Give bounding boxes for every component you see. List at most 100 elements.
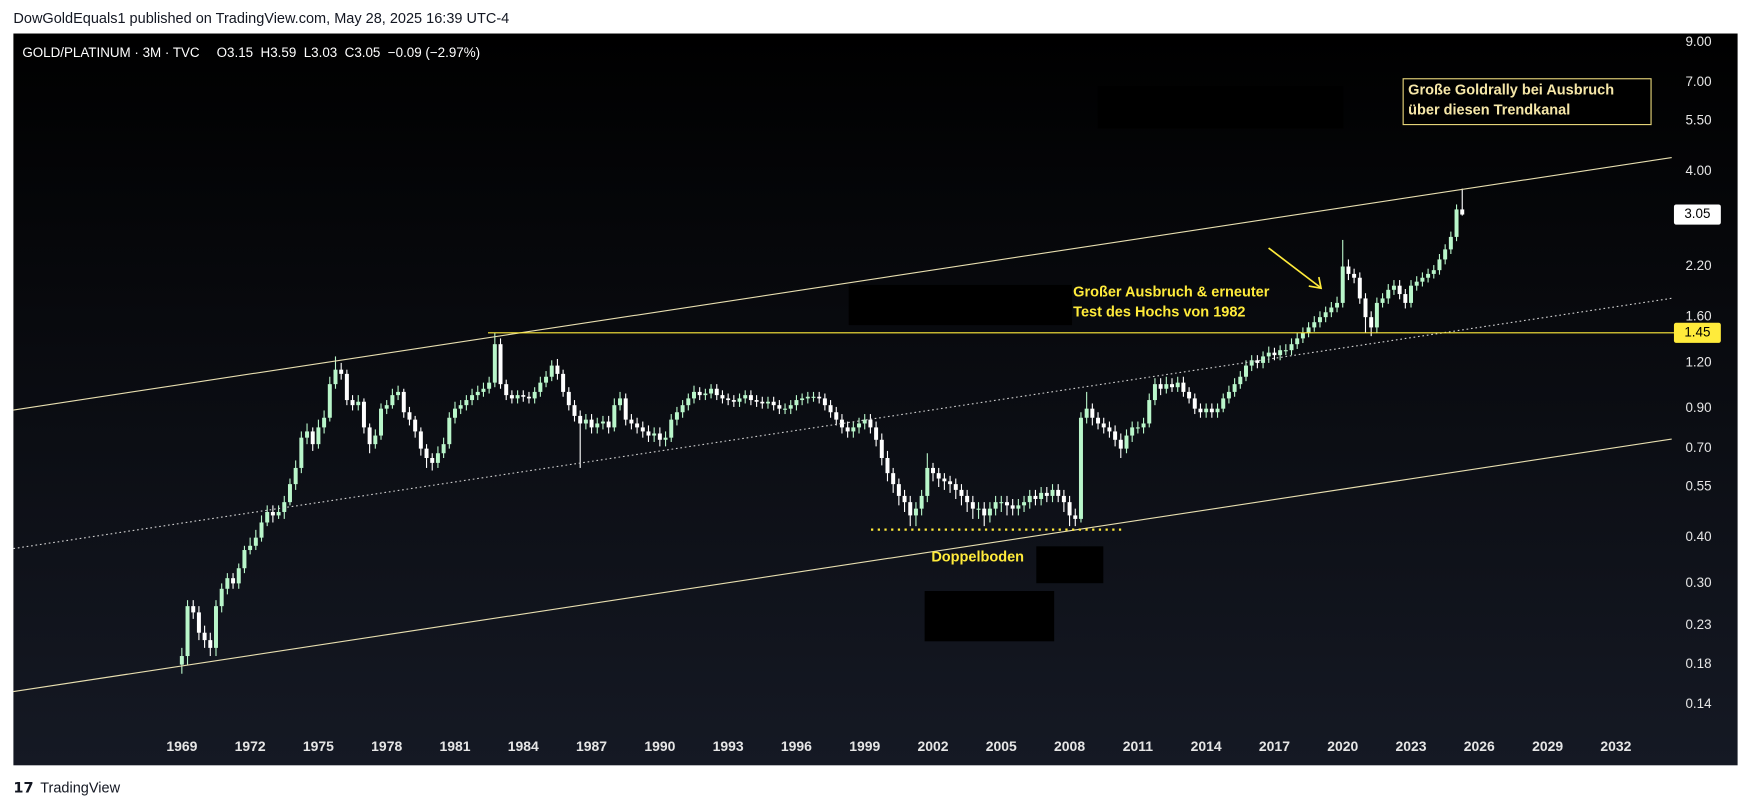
candle-body xyxy=(441,444,446,454)
candle-body xyxy=(1170,384,1175,388)
candle-body xyxy=(487,382,492,389)
candle-body xyxy=(1448,236,1453,250)
candle-body xyxy=(265,511,270,523)
y-tick-label: 0.90 xyxy=(1685,400,1711,415)
y-tick-label: 9.00 xyxy=(1685,34,1711,49)
logo-mark: 𝟭𝟳 xyxy=(13,781,33,797)
redaction xyxy=(1097,86,1344,129)
x-tick-label: 1999 xyxy=(849,738,880,754)
candle-body xyxy=(538,382,543,392)
x-tick-label: 1978 xyxy=(371,738,402,754)
candle-body xyxy=(213,606,218,648)
candle-body xyxy=(521,395,526,397)
candle-body xyxy=(1209,408,1214,413)
candle-body xyxy=(1283,350,1288,352)
y-tick-label: 5.50 xyxy=(1685,112,1711,127)
redaction xyxy=(924,591,1055,642)
candle-body xyxy=(1226,391,1231,399)
y-tick-label: 0.70 xyxy=(1685,440,1711,455)
arrow xyxy=(1268,247,1321,288)
candle-body xyxy=(1118,439,1123,449)
candle-body xyxy=(549,365,554,377)
candle-body xyxy=(1096,417,1101,424)
candle-body xyxy=(1261,356,1266,363)
candle-body xyxy=(720,395,725,399)
y-tick-label: 0.23 xyxy=(1685,617,1711,632)
candle-body xyxy=(561,373,566,392)
candle-body xyxy=(407,412,412,420)
candle-body xyxy=(1346,266,1351,274)
candle-body xyxy=(202,632,207,641)
y-tick-label: 4.00 xyxy=(1685,163,1711,178)
candle-body xyxy=(754,400,759,402)
x-tick-label: 2020 xyxy=(1327,738,1358,754)
annotation: Große Goldrally bei Ausbruch xyxy=(1408,82,1614,98)
candle-body xyxy=(970,502,975,509)
candle-body xyxy=(618,398,623,406)
candle-body xyxy=(595,423,600,428)
y-tick-label: 0.55 xyxy=(1685,479,1711,494)
candle-body xyxy=(492,344,497,383)
candle-body xyxy=(458,405,463,409)
chart-panel xyxy=(13,33,1738,766)
x-tick-label: 2014 xyxy=(1191,738,1222,754)
candle-body xyxy=(282,502,287,512)
candle-body xyxy=(908,502,913,516)
annotation-box xyxy=(1402,78,1652,126)
candle-body xyxy=(1198,408,1203,413)
candle-body xyxy=(1056,489,1061,496)
candle-body xyxy=(1113,431,1118,440)
candle-body xyxy=(828,405,833,413)
candle-body xyxy=(1067,502,1072,516)
candle-body xyxy=(1101,423,1106,428)
candle-body xyxy=(515,395,520,399)
candle-body xyxy=(669,419,674,438)
candle-body xyxy=(1380,298,1385,303)
candle-body xyxy=(1084,408,1089,418)
candle-body xyxy=(1437,259,1442,271)
candle-body xyxy=(322,417,327,428)
candle-body xyxy=(896,484,901,496)
candle-body xyxy=(504,384,509,396)
channel-lower xyxy=(13,438,1672,693)
candle-body xyxy=(253,537,258,546)
candle-body xyxy=(976,508,981,510)
candle-body xyxy=(885,457,890,474)
candle-body xyxy=(731,400,736,402)
price-label-bg xyxy=(1673,204,1721,225)
candle-body xyxy=(196,612,201,633)
candle-body xyxy=(1158,384,1163,389)
candle-body xyxy=(390,395,395,406)
candle-body xyxy=(327,384,332,418)
candle-body xyxy=(1397,285,1402,295)
candle-body xyxy=(544,376,549,383)
y-tick-label: 2.20 xyxy=(1685,258,1711,273)
candle-body xyxy=(629,419,634,424)
candle-body xyxy=(942,478,947,482)
candle-body xyxy=(1061,495,1066,503)
candle-body xyxy=(771,401,776,406)
candle-body xyxy=(270,511,275,516)
candle-body xyxy=(1278,350,1283,356)
candle-body xyxy=(1073,515,1078,519)
annotation: Test des Hochs von 1982 xyxy=(1073,305,1245,321)
x-tick-label: 1984 xyxy=(508,738,539,754)
candle-body xyxy=(248,545,253,551)
candle-body xyxy=(623,398,628,420)
candle-body xyxy=(794,400,799,406)
candle-body xyxy=(589,419,594,428)
candle-body xyxy=(1443,249,1448,260)
candle-body xyxy=(1386,289,1391,299)
candle-body xyxy=(453,408,457,418)
candle-body xyxy=(566,391,571,406)
candle-body xyxy=(1317,317,1322,323)
x-tick-label: 2029 xyxy=(1532,738,1563,754)
candle-body xyxy=(532,391,537,399)
candle-body xyxy=(1460,209,1465,215)
candle-body xyxy=(805,396,810,399)
candle-body xyxy=(1107,427,1112,432)
candle-body xyxy=(606,421,611,428)
candle-body xyxy=(1016,505,1021,509)
y-tick-label: 1.60 xyxy=(1685,309,1711,324)
candle-body xyxy=(902,495,907,503)
